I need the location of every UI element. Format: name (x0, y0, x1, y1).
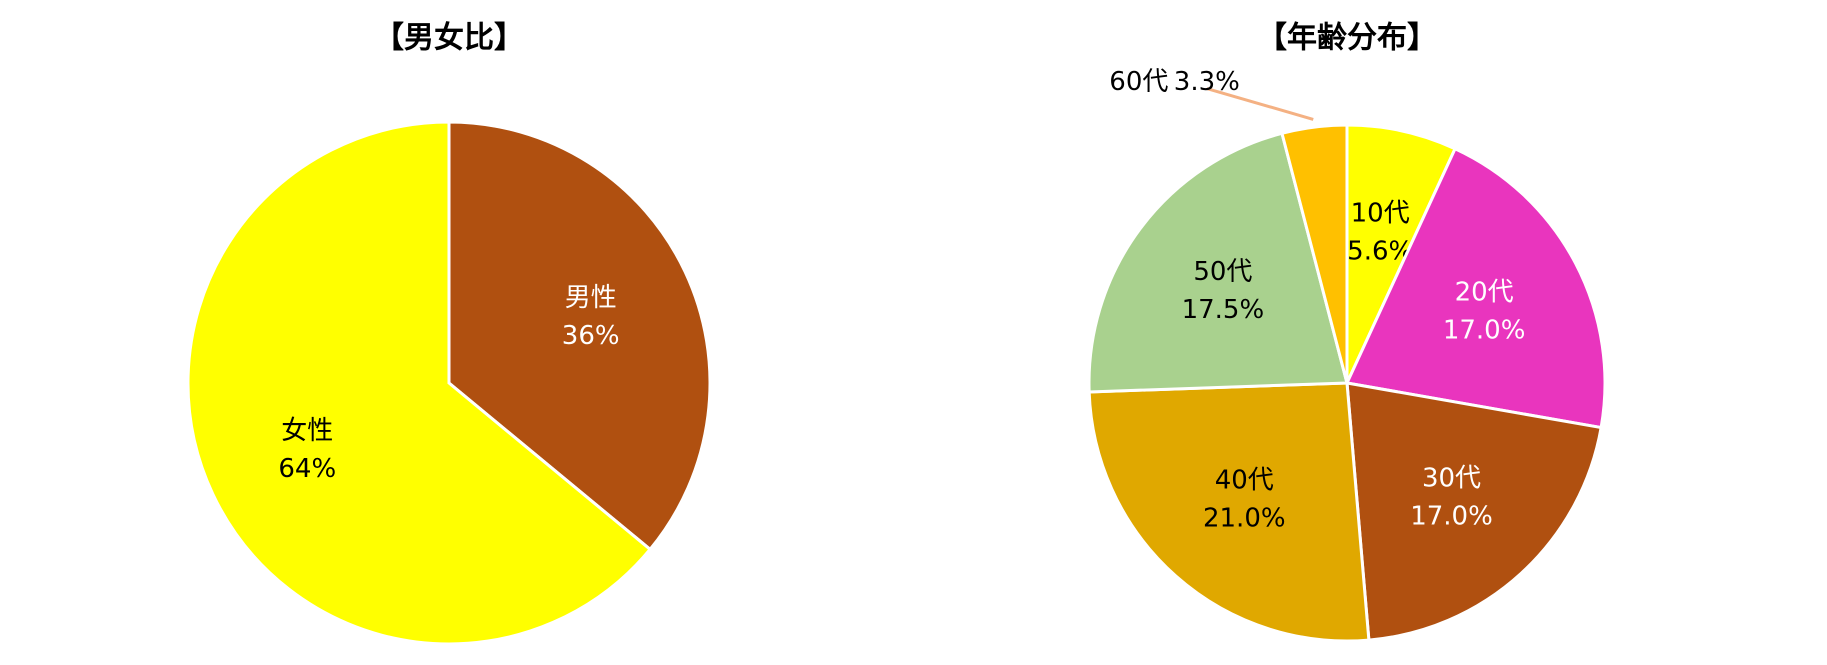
value-label: 3.3% (1174, 67, 1240, 97)
value-label: 64% (278, 454, 336, 484)
pie-slice (1087, 131, 1349, 394)
chart-title: 【男女比】 (374, 21, 524, 56)
chart-title: 【年齢分布】 (1257, 21, 1437, 56)
leader-line (1206, 87, 1314, 121)
slice-label: 20代 (1455, 278, 1514, 308)
slice-label: 30代 (1422, 464, 1481, 494)
slice-label: 60代 (1109, 67, 1168, 97)
slice-label: 50代 (1193, 257, 1252, 287)
pie-slice (1087, 381, 1371, 643)
pie-slice (1345, 123, 1458, 384)
pie-slice (1280, 123, 1349, 384)
pie-slice (1344, 146, 1607, 430)
value-label: 17.0% (1410, 502, 1493, 532)
slice-label: 40代 (1215, 465, 1274, 495)
value-label: 36% (562, 321, 620, 351)
pie-slice (447, 120, 712, 552)
slice-label: 10代 (1351, 198, 1410, 228)
pie-slice (1345, 381, 1603, 642)
slice-label: 女性 (281, 416, 333, 446)
value-label: 17.0% (1443, 316, 1526, 346)
value-label: 17.5% (1182, 295, 1265, 325)
slice-label: 男性 (565, 283, 617, 313)
value-label: 21.0% (1203, 503, 1286, 533)
pie-slice (186, 120, 653, 646)
